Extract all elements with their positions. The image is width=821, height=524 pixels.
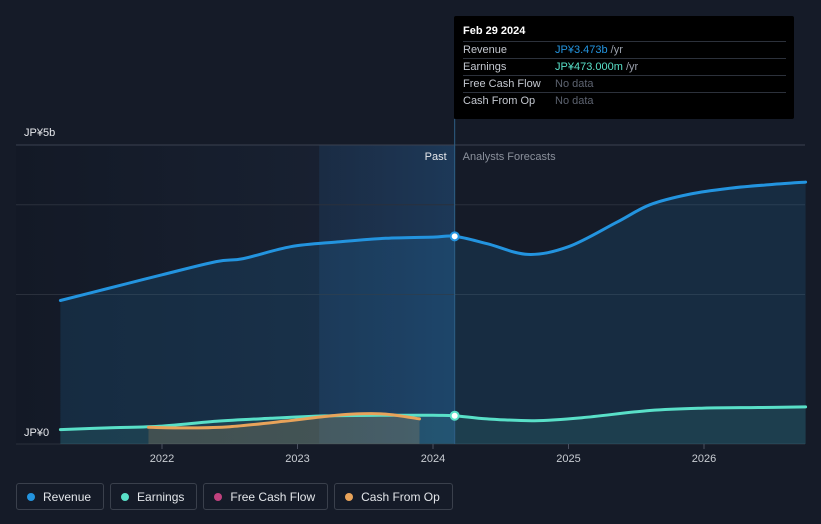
legend: Revenue Earnings Free Cash Flow Cash Fro…: [16, 483, 453, 510]
legend-label: Revenue: [43, 489, 92, 504]
tooltip-value: JP¥473.000m /yr: [555, 61, 639, 73]
tooltip-label: Revenue: [463, 44, 508, 56]
tooltip-label: Earnings: [463, 61, 507, 73]
x-tick-label: 2025: [556, 453, 580, 465]
tooltip-row-free-cash-flow: Free Cash Flow No data: [463, 75, 786, 93]
tooltip-value: JP¥3.473b /yr: [555, 44, 623, 56]
legend-label: Earnings: [137, 489, 185, 504]
cash-from-op-dot-icon: [345, 492, 354, 501]
x-tick-label: 2022: [150, 453, 174, 465]
tooltip-row-revenue: Revenue JP¥3.473b /yr: [463, 41, 786, 59]
legend-item-earnings[interactable]: Earnings: [110, 483, 198, 510]
tooltip-value: No data: [555, 78, 594, 90]
earnings-area: [60, 406, 806, 444]
tooltip-label: Cash From Op: [463, 95, 536, 107]
cash-from-op-area: [148, 413, 420, 444]
x-tick-label: 2024: [421, 453, 445, 465]
tooltip-value: No data: [555, 95, 594, 107]
past-label: Past: [425, 151, 447, 163]
y-axis-top-label: JP¥5b: [24, 127, 55, 139]
revenue-marker: [449, 231, 460, 242]
legend-item-cash-from-op[interactable]: Cash From Op: [334, 483, 453, 510]
y-axis-bottom-label: JP¥0: [24, 427, 49, 439]
legend-item-free-cash-flow[interactable]: Free Cash Flow: [203, 483, 329, 510]
free-cash-flow-dot-icon: [214, 492, 223, 501]
forecast-label: Analysts Forecasts: [463, 151, 556, 163]
legend-label: Cash From Op: [361, 489, 440, 504]
cash-from-op-line: [147, 412, 421, 430]
legend-label: Free Cash Flow: [230, 489, 316, 504]
tooltip-row-earnings: Earnings JP¥473.000m /yr: [463, 58, 786, 76]
tooltip: Feb 29 2024 Revenue JP¥3.473b /yr Earnin…: [454, 16, 794, 119]
tooltip-label: Free Cash Flow: [463, 78, 541, 90]
earnings-dot-icon: [121, 492, 130, 501]
x-tick-label: 2026: [692, 453, 716, 465]
revenue-area: [60, 182, 806, 444]
tooltip-row-cash-from-op: Cash From Op No data: [463, 92, 786, 110]
revenue-dot-icon: [27, 492, 35, 501]
earnings-line: [58, 405, 808, 432]
x-tick-label: 2023: [285, 453, 309, 465]
earnings-marker: [449, 410, 460, 421]
legend-item-revenue[interactable]: Revenue: [16, 483, 105, 510]
tooltip-date: Feb 29 2024: [463, 25, 526, 37]
